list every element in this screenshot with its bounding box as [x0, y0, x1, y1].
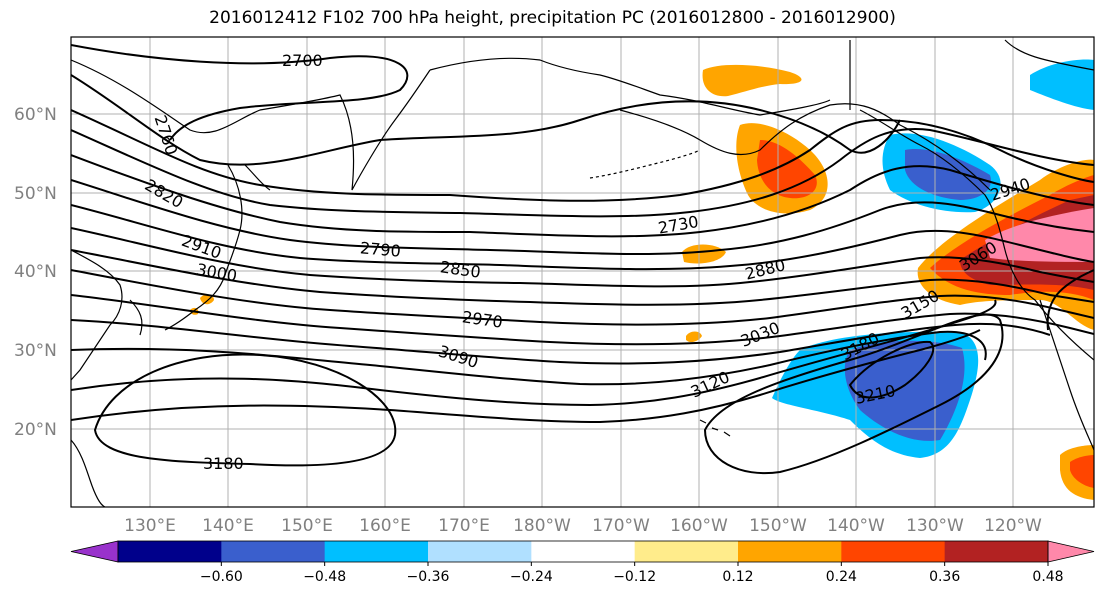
lon-label: 180°W	[513, 516, 571, 536]
colorbar-segment	[324, 541, 429, 562]
lat-labels: 20°N 30°N 40°N 50°N 60°N	[14, 105, 57, 440]
svg-text:2700: 2700	[282, 51, 323, 70]
lat-label: 50°N	[14, 184, 57, 204]
lon-label: 150°E	[281, 516, 333, 536]
colorbar-tick-label: 0.36	[929, 569, 960, 585]
lon-label: 170°W	[592, 516, 650, 536]
map-area: 2700 2760 2820 2910 3000 2790 2850 2970 …	[71, 37, 1094, 507]
colorbar-segment	[118, 541, 222, 562]
lon-label: 140°W	[827, 516, 885, 536]
colorbar-tick-label: −0.48	[303, 569, 346, 585]
lon-label: 160°W	[670, 516, 728, 536]
colorbar-outline	[117, 540, 1049, 563]
lon-label: 130°E	[124, 516, 176, 536]
lon-label: 140°E	[202, 516, 254, 536]
colorbar-segment	[841, 541, 946, 562]
lat-label: 20°N	[14, 420, 57, 440]
lon-label: 160°E	[359, 516, 411, 536]
svg-text:2790: 2790	[359, 238, 401, 260]
colorbar-segment	[221, 541, 326, 562]
lon-label: 120°W	[984, 516, 1042, 536]
colorbar-extend-max	[1047, 540, 1095, 563]
colorbar-segment	[634, 541, 739, 562]
lon-labels: 130°E 140°E 150°E 160°E 170°E 180°W 170°…	[124, 516, 1042, 536]
colorbar-segment	[738, 541, 842, 562]
lat-label: 40°N	[14, 262, 57, 282]
colorbar-tick-label: −0.36	[407, 569, 450, 585]
lat-label: 60°N	[14, 105, 57, 125]
colorbar-segment	[428, 541, 532, 562]
colorbar-segment	[944, 541, 1049, 562]
colorbar-tick-label: −0.60	[200, 569, 243, 585]
colorbar-tick-label: −0.12	[613, 569, 656, 585]
colorbar-segment	[531, 541, 636, 562]
map-frame	[70, 36, 1095, 508]
colorbar: −0.60 −0.48 −0.36 −0.24 −0.12 0.12 0.24 0.36 0.4…	[70, 540, 1095, 585]
colorbar-tick-label: 0.12	[722, 569, 753, 585]
lat-label: 30°N	[14, 341, 57, 361]
lon-label: 130°W	[906, 516, 964, 536]
lon-label: 150°W	[749, 516, 807, 536]
colorbar-tick-label: −0.24	[510, 569, 553, 585]
svg-text:3180: 3180	[203, 454, 244, 473]
height-contours	[71, 44, 1094, 475]
lon-label: 170°E	[438, 516, 490, 536]
colorbar-tick-label: 0.24	[826, 569, 857, 585]
colorbar-extend-min	[70, 540, 119, 563]
map-title: 2016012412 F102 700 hPa height, precipit…	[209, 8, 896, 28]
graticule	[71, 37, 1094, 507]
colorbar-tick-label: 0.48	[1032, 569, 1063, 585]
